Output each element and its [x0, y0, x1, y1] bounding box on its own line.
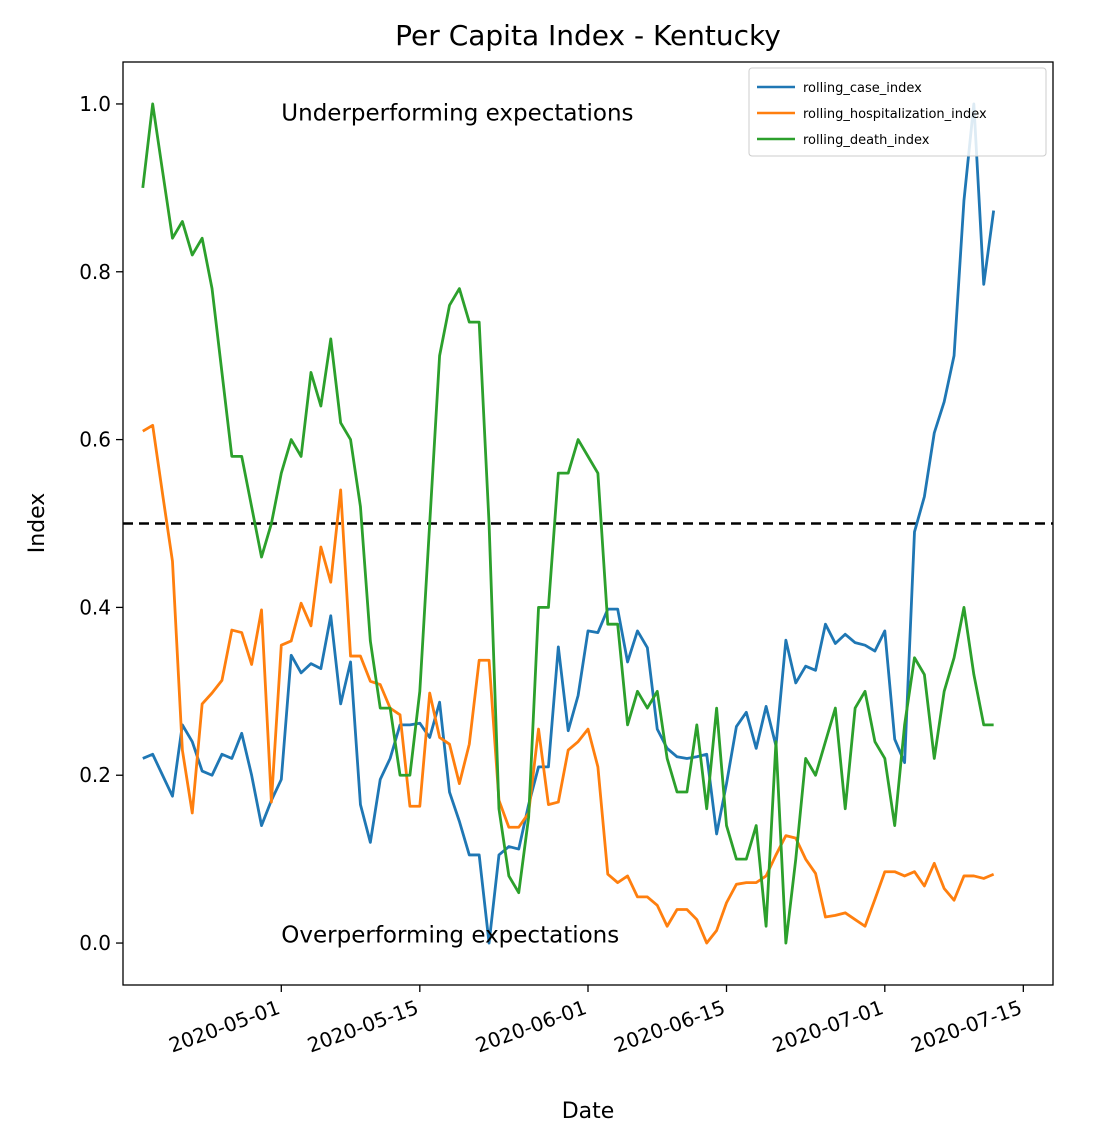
series-line-rolling_case_index	[142, 102, 996, 945]
legend-box	[748, 67, 1047, 157]
x-tick-label: 2020-07-15	[908, 995, 1025, 1057]
series-line-rolling_death_index	[141, 102, 994, 945]
y-tick-label: 0.2	[79, 763, 111, 787]
plot-area: Underperforming expectations Overperform…	[122, 61, 1054, 986]
x-axis-label: Date	[562, 1099, 615, 1124]
y-tick-label: 0.8	[79, 260, 111, 284]
legend-label-death: rolling_death_index	[803, 133, 930, 148]
x-tick-label: 2020-05-01	[166, 995, 283, 1057]
legend-label-hospitalization: rolling_hospitalization_index	[803, 107, 987, 122]
legend-label-case: rolling_case_index	[803, 81, 922, 96]
y-tick-label: 0.4	[79, 595, 111, 619]
annotation-overperforming: Overperforming expectations	[281, 923, 619, 949]
chart-title: Per Capita Index - Kentucky	[395, 19, 781, 52]
series-lines	[141, 102, 996, 945]
x-tick-label: 2020-07-01	[769, 995, 886, 1057]
x-tick-label: 2020-06-01	[472, 995, 589, 1057]
series-line-rolling_hospitalization_index	[142, 423, 995, 945]
y-axis-label: Index	[25, 493, 50, 554]
x-tick-label: 2020-05-15	[304, 995, 421, 1057]
y-axis: 0.0 0.2 0.4 0.6 0.8 1.0	[79, 92, 123, 955]
annotation-underperforming: Underperforming expectations	[281, 100, 633, 126]
y-tick-label: 0.0	[79, 931, 111, 955]
legend: rolling_case_index rolling_hospitalizati…	[748, 67, 1047, 157]
y-tick-label: 1.0	[79, 92, 111, 116]
y-tick-label: 0.6	[79, 428, 111, 452]
x-tick-label: 2020-06-15	[611, 995, 728, 1057]
x-axis: 2020-05-01 2020-05-15 2020-06-01 2020-06-15…	[166, 985, 1025, 1057]
